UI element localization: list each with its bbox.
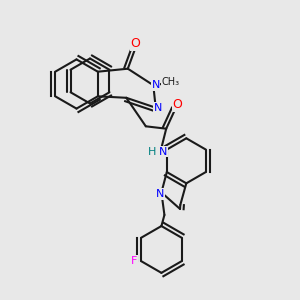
Text: CH₃: CH₃: [162, 77, 180, 87]
Text: O: O: [130, 37, 140, 50]
Text: O: O: [173, 98, 182, 111]
Text: N: N: [156, 189, 164, 199]
Text: H: H: [148, 147, 156, 157]
Text: N: N: [152, 80, 160, 90]
Text: N: N: [159, 147, 167, 157]
Text: N: N: [154, 103, 162, 113]
Text: F: F: [131, 256, 138, 266]
